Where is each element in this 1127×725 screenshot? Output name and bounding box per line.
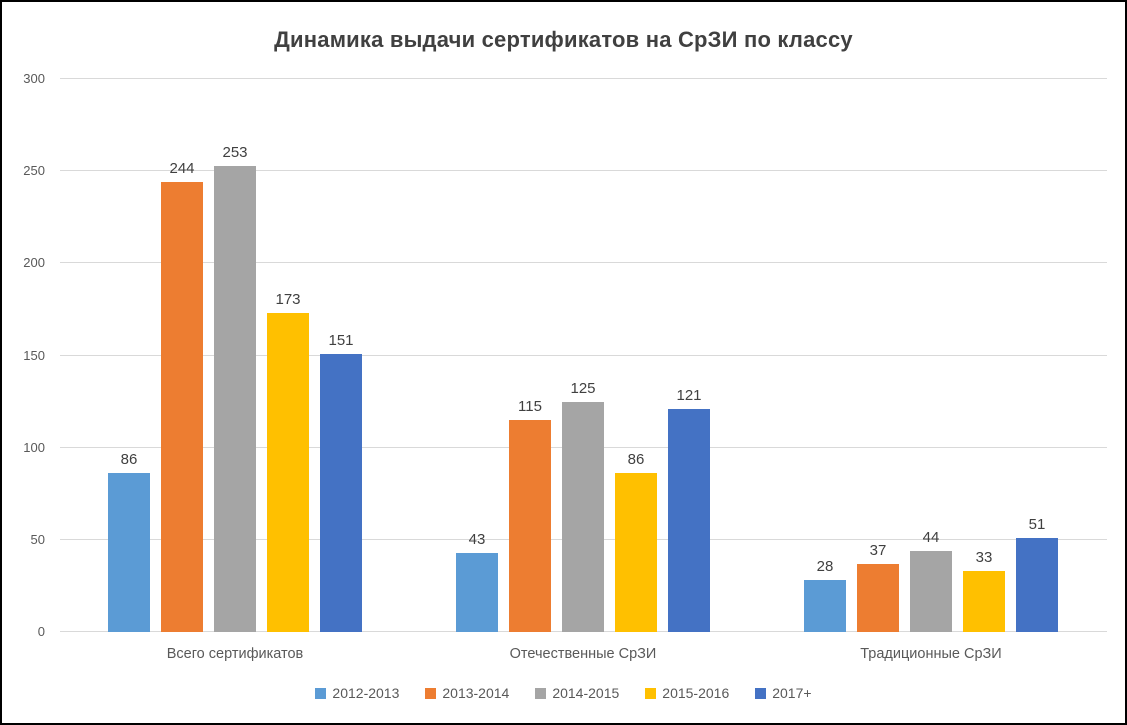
gridline [60,78,1107,79]
y-axis-tick-label: 250 [23,163,45,179]
bar-cell: 115 [509,398,551,632]
plot-area: 0 50 100 150 200 250 300 86 244 253 173 151 Всего се… [23,72,1107,662]
bar-value-label: 86 [120,451,138,469]
legend-item: 2015-2016 [645,685,729,701]
bar-cell: 44 [910,529,952,632]
bar-group: 86 244 253 173 151 [108,144,362,632]
legend-marker-icon [645,687,657,699]
legend-label: 2017+ [772,685,812,701]
bar-cell: 253 [214,144,256,632]
bar-cell: 86 [615,451,657,632]
bar-value-label: 115 [518,398,542,416]
legend-item: 2017+ [755,685,812,701]
category-label: Всего сертификатов [166,646,304,662]
bar-cell: 43 [456,531,498,632]
legend-marker-icon [315,687,327,699]
bar-cell: 151 [320,332,362,632]
chart-title: Динамика выдачи сертификатов на СрЗИ по … [274,27,853,52]
bar-value-label: 244 [169,160,195,178]
legend-item: 2013-2014 [425,685,509,701]
bar-2012-2013 [108,473,150,632]
bar-cell: 244 [161,160,203,632]
bar-value-label: 37 [869,541,887,559]
bar-2014-2015 [214,165,256,632]
legend-label: 2015-2016 [662,685,730,701]
legend-label: 2014-2015 [552,685,620,701]
bar-value-label: 253 [222,143,248,161]
y-axis-tick-label: 150 [23,347,45,363]
bar-value-label: 151 [328,331,354,349]
bar-value-label: 33 [975,549,993,567]
y-axis-tick-label: 50 [30,531,45,547]
legend-marker-icon [535,687,547,699]
legend: 2012-2013 2013-2014 2014-2015 2015-2016 2017… [2,685,1125,701]
bar-cell: 86 [108,451,150,632]
bar-value-label: 125 [570,379,596,397]
bar-2012-2013 [804,580,846,632]
bar-cell: 173 [267,291,309,632]
bar-value-label: 86 [627,451,645,469]
bar-cell: 51 [1016,516,1058,632]
bar-value-label: 43 [468,530,486,548]
bar-2014-2015 [562,401,604,632]
bar-group: 43 115 125 86 121 [456,380,710,632]
bar-2015-2016 [267,313,309,632]
y-axis-tick-label: 100 [23,439,45,455]
bar-cell: 37 [857,542,899,632]
y-axis-tick-label: 300 [23,71,45,86]
y-axis-tick-label: 200 [23,255,45,271]
bar-2012-2013 [456,552,498,632]
gridline [60,170,1107,172]
bar-value-label: 51 [1028,516,1046,533]
bar-value-label: 173 [275,291,301,309]
bar-2014-2015 [910,550,952,632]
legend-item: 2014-2015 [535,685,619,701]
legend-label: 2012-2013 [332,685,400,701]
bar-cell: 121 [668,387,710,632]
bar-2013-2014 [509,420,551,632]
bar-2017+ [668,408,710,632]
legend-label: 2013-2014 [442,685,510,701]
bar-value-label: 121 [676,386,702,404]
legend-marker-icon [755,687,767,699]
bar-2015-2016 [963,571,1005,632]
bar-2017+ [320,353,362,632]
gridline [60,354,1107,356]
bar-2015-2016 [615,473,657,632]
bar-cell: 28 [804,558,846,632]
y-axis-tick-label: 0 [37,624,45,639]
bar-value-label: 44 [922,528,940,546]
category-label: Традиционные СрЗИ [860,646,1002,662]
bar-2013-2014 [857,563,899,632]
category-label: Отечественные СрЗИ [509,646,657,662]
legend-item: 2012-2013 [315,685,399,701]
legend-marker-icon [425,687,437,699]
bar-group: 28 37 44 33 51 [804,516,1058,632]
bar-cell: 33 [963,549,1005,632]
bar-2017+ [1016,538,1058,632]
bar-2013-2014 [161,182,203,632]
bar-value-label: 28 [816,558,834,576]
bar-cell: 125 [562,380,604,632]
gridline [60,262,1107,264]
